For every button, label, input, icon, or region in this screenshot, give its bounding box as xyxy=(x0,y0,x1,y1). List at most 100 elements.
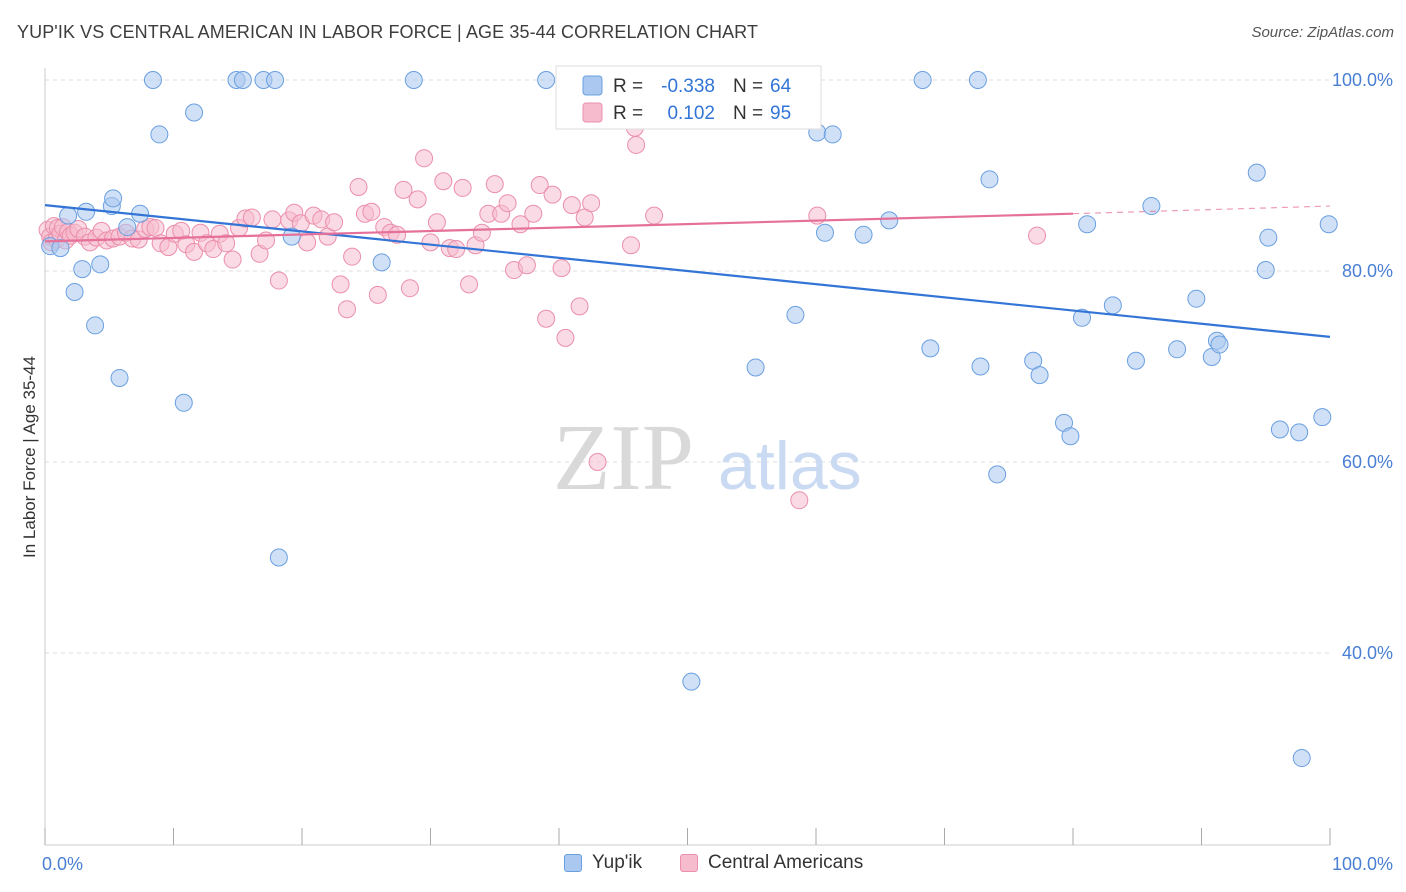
point-yupik xyxy=(823,125,842,144)
point-central-americans xyxy=(331,275,350,294)
point-yupik xyxy=(86,316,105,335)
y-tick-label: 80.0% xyxy=(1342,261,1393,281)
trend-line-yupik xyxy=(44,204,1331,338)
point-yupik xyxy=(118,218,137,237)
point-central-americans xyxy=(524,204,543,223)
point-central-americans xyxy=(645,206,664,225)
point-yupik xyxy=(971,357,990,376)
point-central-americans xyxy=(415,149,434,168)
point-yupik xyxy=(174,393,193,412)
chart-title: YUP'IK VS CENTRAL AMERICAN IN LABOR FORC… xyxy=(17,22,759,42)
y-tick-label: 60.0% xyxy=(1342,452,1393,472)
point-central-americans xyxy=(394,180,413,199)
point-yupik xyxy=(921,339,940,358)
point-yupik xyxy=(746,358,765,377)
point-yupik xyxy=(51,239,70,258)
point-yupik xyxy=(1313,408,1332,427)
point-yupik xyxy=(1061,427,1080,446)
legend-label-central-americans: Central Americans xyxy=(708,852,864,873)
point-central-americans xyxy=(434,172,453,191)
point-central-americans xyxy=(562,196,581,215)
point-central-americans xyxy=(400,279,419,298)
x-tick-label: 0.0% xyxy=(42,854,83,874)
point-yupik xyxy=(185,103,204,122)
point-yupik xyxy=(372,253,391,272)
point-yupik xyxy=(143,71,162,89)
point-yupik xyxy=(1030,366,1049,385)
watermark: ZIP atlas xyxy=(553,406,862,510)
point-yupik xyxy=(282,227,301,246)
point-central-americans xyxy=(790,491,809,510)
point-yupik xyxy=(854,225,873,244)
point-central-americans xyxy=(408,190,427,209)
y-axis-label: In Labor Force | Age 35-44 xyxy=(20,356,39,558)
point-yupik xyxy=(1072,308,1091,327)
point-central-americans xyxy=(447,240,466,259)
point-central-americans xyxy=(337,300,356,319)
point-yupik xyxy=(404,71,423,89)
point-central-americans xyxy=(472,223,491,242)
point-yupik xyxy=(266,71,285,89)
yupik-swatch xyxy=(564,854,582,872)
point-yupik xyxy=(1270,420,1289,439)
point-central-americans xyxy=(588,453,607,471)
point-yupik xyxy=(65,283,84,302)
point-yupik xyxy=(980,170,999,189)
point-central-americans xyxy=(621,236,640,255)
point-central-americans xyxy=(343,247,362,266)
legend-n-value-2: 95 xyxy=(770,103,791,124)
point-yupik xyxy=(1078,215,1097,234)
series-central-americans-points xyxy=(38,71,1047,510)
point-yupik xyxy=(1292,749,1311,768)
point-central-americans xyxy=(263,210,282,229)
y-tick-label: 40.0% xyxy=(1342,643,1393,663)
point-central-americans xyxy=(388,225,407,244)
point-central-americans xyxy=(298,233,317,252)
point-yupik xyxy=(1290,423,1309,442)
point-central-americans xyxy=(485,175,504,194)
point-central-americans xyxy=(570,297,589,316)
watermark-zip: ZIP xyxy=(553,406,694,510)
point-central-americans xyxy=(460,275,479,294)
point-central-americans xyxy=(1028,226,1047,245)
legend-top: R = -0.338 N = 64 R = 0.102 N = 95 xyxy=(555,65,822,130)
point-central-americans xyxy=(362,202,381,221)
point-yupik xyxy=(1142,197,1161,216)
point-yupik xyxy=(1319,215,1338,234)
point-central-americans xyxy=(368,285,387,304)
point-central-americans xyxy=(537,309,556,328)
point-central-americans xyxy=(349,177,368,196)
point-yupik xyxy=(269,548,288,567)
central-americans-swatch xyxy=(680,854,698,872)
legend-n-label-2: N = xyxy=(733,103,763,124)
point-yupik xyxy=(988,465,1007,484)
point-yupik xyxy=(786,305,805,324)
point-yupik xyxy=(59,206,78,225)
point-yupik xyxy=(1103,296,1122,315)
point-yupik xyxy=(104,189,123,208)
point-yupik xyxy=(1259,228,1278,247)
legend-item-yupik[interactable]: Yup'ik xyxy=(564,852,642,874)
trend-line-central-americans-extension xyxy=(1072,205,1331,215)
point-yupik xyxy=(1256,261,1275,280)
point-central-americans xyxy=(269,271,288,290)
point-yupik xyxy=(1210,335,1229,354)
legend-bottom: Yup'ik Central Americans xyxy=(0,852,1406,882)
point-central-americans xyxy=(453,178,472,197)
legend-r-value-1: -0.338 xyxy=(661,76,715,97)
point-central-americans xyxy=(498,194,517,213)
point-yupik xyxy=(73,260,92,279)
point-central-americans xyxy=(242,208,261,227)
legend-r-label-1: R = xyxy=(613,76,643,97)
point-central-americans xyxy=(530,176,549,195)
legend-item-central-americans[interactable]: Central Americans xyxy=(680,852,863,874)
point-central-americans xyxy=(146,219,165,238)
point-yupik xyxy=(880,211,899,230)
point-yupik xyxy=(913,71,932,89)
point-central-americans xyxy=(552,259,571,278)
y-tick-label: 100.0% xyxy=(1332,70,1393,90)
point-central-americans xyxy=(185,242,204,261)
point-yupik xyxy=(233,71,252,89)
x-tick-label: 100.0% xyxy=(1332,854,1393,874)
tick-labels: 40.0% 60.0% 80.0% 100.0% 0.0% 100.0% xyxy=(42,70,1393,874)
